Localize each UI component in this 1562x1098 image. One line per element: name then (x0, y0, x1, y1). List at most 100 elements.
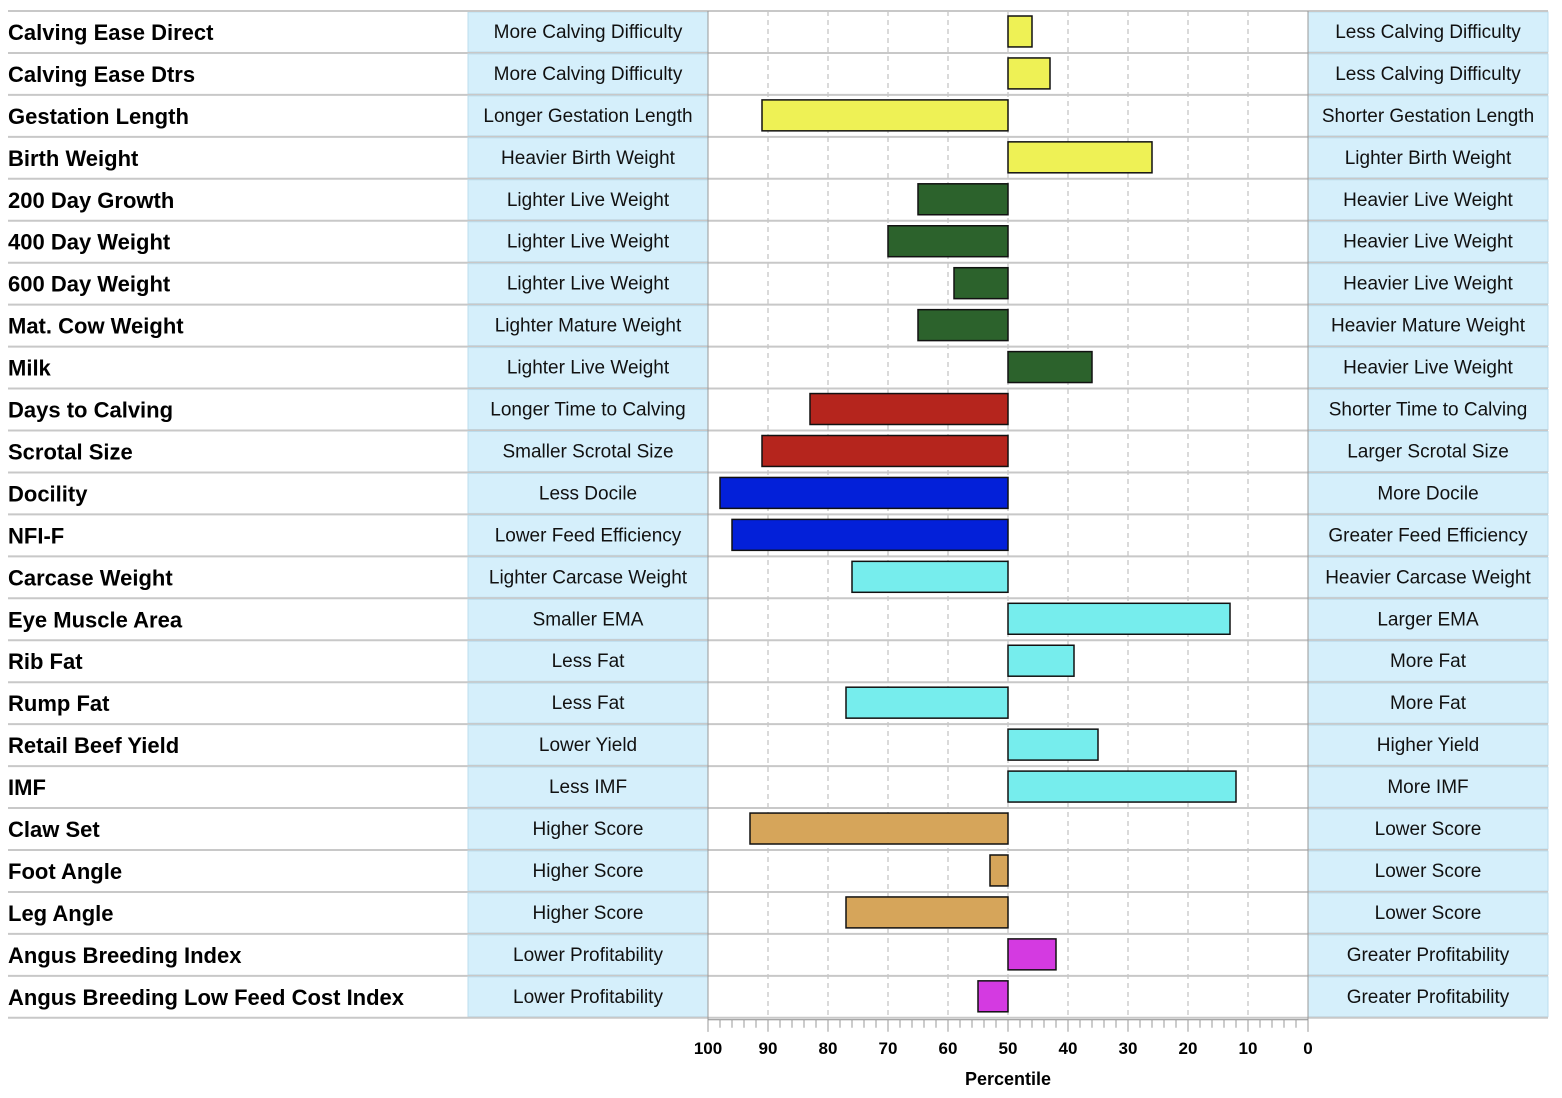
right-desc-label: More IMF (1387, 777, 1468, 798)
right-desc-label: More Fat (1390, 693, 1467, 714)
bar (761, 99, 1009, 132)
left-desc-label: More Calving Difficulty (494, 22, 683, 43)
right-desc-label: Heavier Carcase Weight (1325, 567, 1531, 588)
left-desc-label: Lighter Live Weight (507, 190, 670, 211)
right-desc-box (1307, 95, 1549, 137)
trait-label: Angus Breeding Index (8, 943, 242, 968)
left-desc-label: Lighter Carcase Weight (489, 567, 688, 588)
bar (1007, 644, 1075, 677)
x-tick-label: 100 (694, 1039, 722, 1058)
right-desc-box (1307, 724, 1549, 766)
trait-label: Carcase Weight (8, 565, 173, 590)
right-desc-label: Larger EMA (1377, 609, 1479, 630)
left-desc-box (467, 263, 709, 305)
right-desc-label: Heavier Live Weight (1343, 358, 1513, 379)
bar (851, 560, 1009, 594)
trait-label: Rib Fat (8, 649, 83, 674)
right-desc-label: Heavier Mature Weight (1331, 316, 1526, 337)
left-desc-label: Less Docile (539, 483, 637, 504)
right-desc-label: More Docile (1377, 483, 1478, 504)
right-desc-label: Larger Scrotal Size (1347, 441, 1509, 462)
right-desc-box (1307, 640, 1549, 682)
right-desc-label: Less Calving Difficulty (1335, 64, 1521, 85)
left-desc-label: Lighter Live Weight (507, 232, 670, 253)
right-desc-label: Heavier Live Weight (1343, 190, 1513, 211)
left-desc-box (467, 850, 709, 892)
trait-label: Docility (8, 481, 88, 506)
left-desc-box (467, 95, 709, 137)
right-desc-box (1307, 514, 1549, 556)
trait-label: Angus Breeding Low Feed Cost Index (8, 985, 405, 1010)
right-desc-box (1307, 347, 1549, 389)
left-desc-label: Less Fat (552, 693, 626, 714)
bar (809, 392, 1009, 426)
left-desc-label: Lighter Mature Weight (495, 316, 682, 337)
right-desc-label: Heavier Live Weight (1343, 232, 1513, 253)
right-desc-box (1307, 179, 1549, 221)
left-desc-box (467, 682, 709, 724)
right-desc-label: Lower Score (1375, 903, 1482, 924)
right-desc-box (1307, 556, 1549, 598)
left-desc-label: Smaller EMA (533, 609, 644, 630)
x-tick-label: 30 (1119, 1039, 1138, 1058)
x-axis-title: Percentile (965, 1069, 1051, 1089)
trait-label: Milk (8, 356, 52, 381)
left-desc-box (467, 347, 709, 389)
left-desc-box (467, 976, 709, 1018)
left-desc-label: Lower Profitability (513, 987, 663, 1008)
bar (977, 980, 1009, 1013)
right-desc-box (1307, 934, 1549, 976)
right-desc-box (1307, 221, 1549, 263)
trait-label: Foot Angle (8, 859, 122, 884)
left-desc-box (467, 221, 709, 263)
right-desc-label: Greater Feed Efficiency (1328, 525, 1528, 546)
trait-label: Eye Muscle Area (8, 607, 183, 632)
left-desc-label: Heavier Birth Weight (501, 148, 676, 169)
bar (1007, 770, 1237, 803)
bar (761, 434, 1009, 468)
bar (845, 896, 1009, 929)
bar (1007, 602, 1231, 635)
right-desc-box (1307, 598, 1549, 640)
left-desc-label: Higher Score (533, 819, 644, 840)
left-desc-box (467, 305, 709, 347)
left-desc-box (467, 892, 709, 934)
right-desc-box (1307, 431, 1549, 472)
trait-label: Days to Calving (8, 398, 173, 423)
x-tick-label: 90 (759, 1039, 778, 1058)
left-desc-box (467, 934, 709, 976)
left-desc-label: Higher Score (533, 861, 644, 882)
left-desc-box (467, 137, 709, 179)
left-desc-label: Lighter Live Weight (507, 358, 670, 379)
left-desc-label: Less Fat (552, 651, 626, 672)
left-desc-box (467, 556, 709, 598)
x-tick-label: 80 (819, 1039, 838, 1058)
x-tick-label: 40 (1059, 1039, 1078, 1058)
left-desc-label: More Calving Difficulty (494, 64, 683, 85)
left-desc-label: Lower Yield (539, 735, 637, 756)
left-desc-label: Longer Time to Calving (490, 400, 685, 421)
trait-label: Gestation Length (8, 104, 189, 129)
trait-label: NFI-F (8, 523, 64, 548)
bar (845, 686, 1009, 719)
left-desc-label: Lighter Live Weight (507, 274, 670, 295)
x-tick-label: 50 (999, 1039, 1018, 1058)
trait-label: Calving Ease Dtrs (8, 62, 195, 87)
right-desc-label: Greater Profitability (1347, 945, 1510, 966)
left-desc-label: Lower Profitability (513, 945, 663, 966)
right-desc-label: Lighter Birth Weight (1345, 148, 1512, 169)
x-tick-label: 20 (1179, 1039, 1198, 1058)
right-desc-box (1307, 263, 1549, 305)
right-desc-label: Lower Score (1375, 819, 1482, 840)
right-desc-label: Lower Score (1375, 861, 1482, 882)
x-tick-label: 0 (1303, 1039, 1312, 1058)
left-desc-box (467, 598, 709, 640)
right-desc-label: Shorter Gestation Length (1322, 106, 1534, 127)
trait-label: Mat. Cow Weight (8, 314, 184, 339)
bar (731, 518, 1009, 552)
x-tick-label: 70 (879, 1039, 898, 1058)
left-desc-label: Less IMF (549, 777, 627, 798)
trait-label: Rump Fat (8, 691, 110, 716)
left-desc-box (467, 766, 709, 808)
x-tick-label: 60 (939, 1039, 958, 1058)
